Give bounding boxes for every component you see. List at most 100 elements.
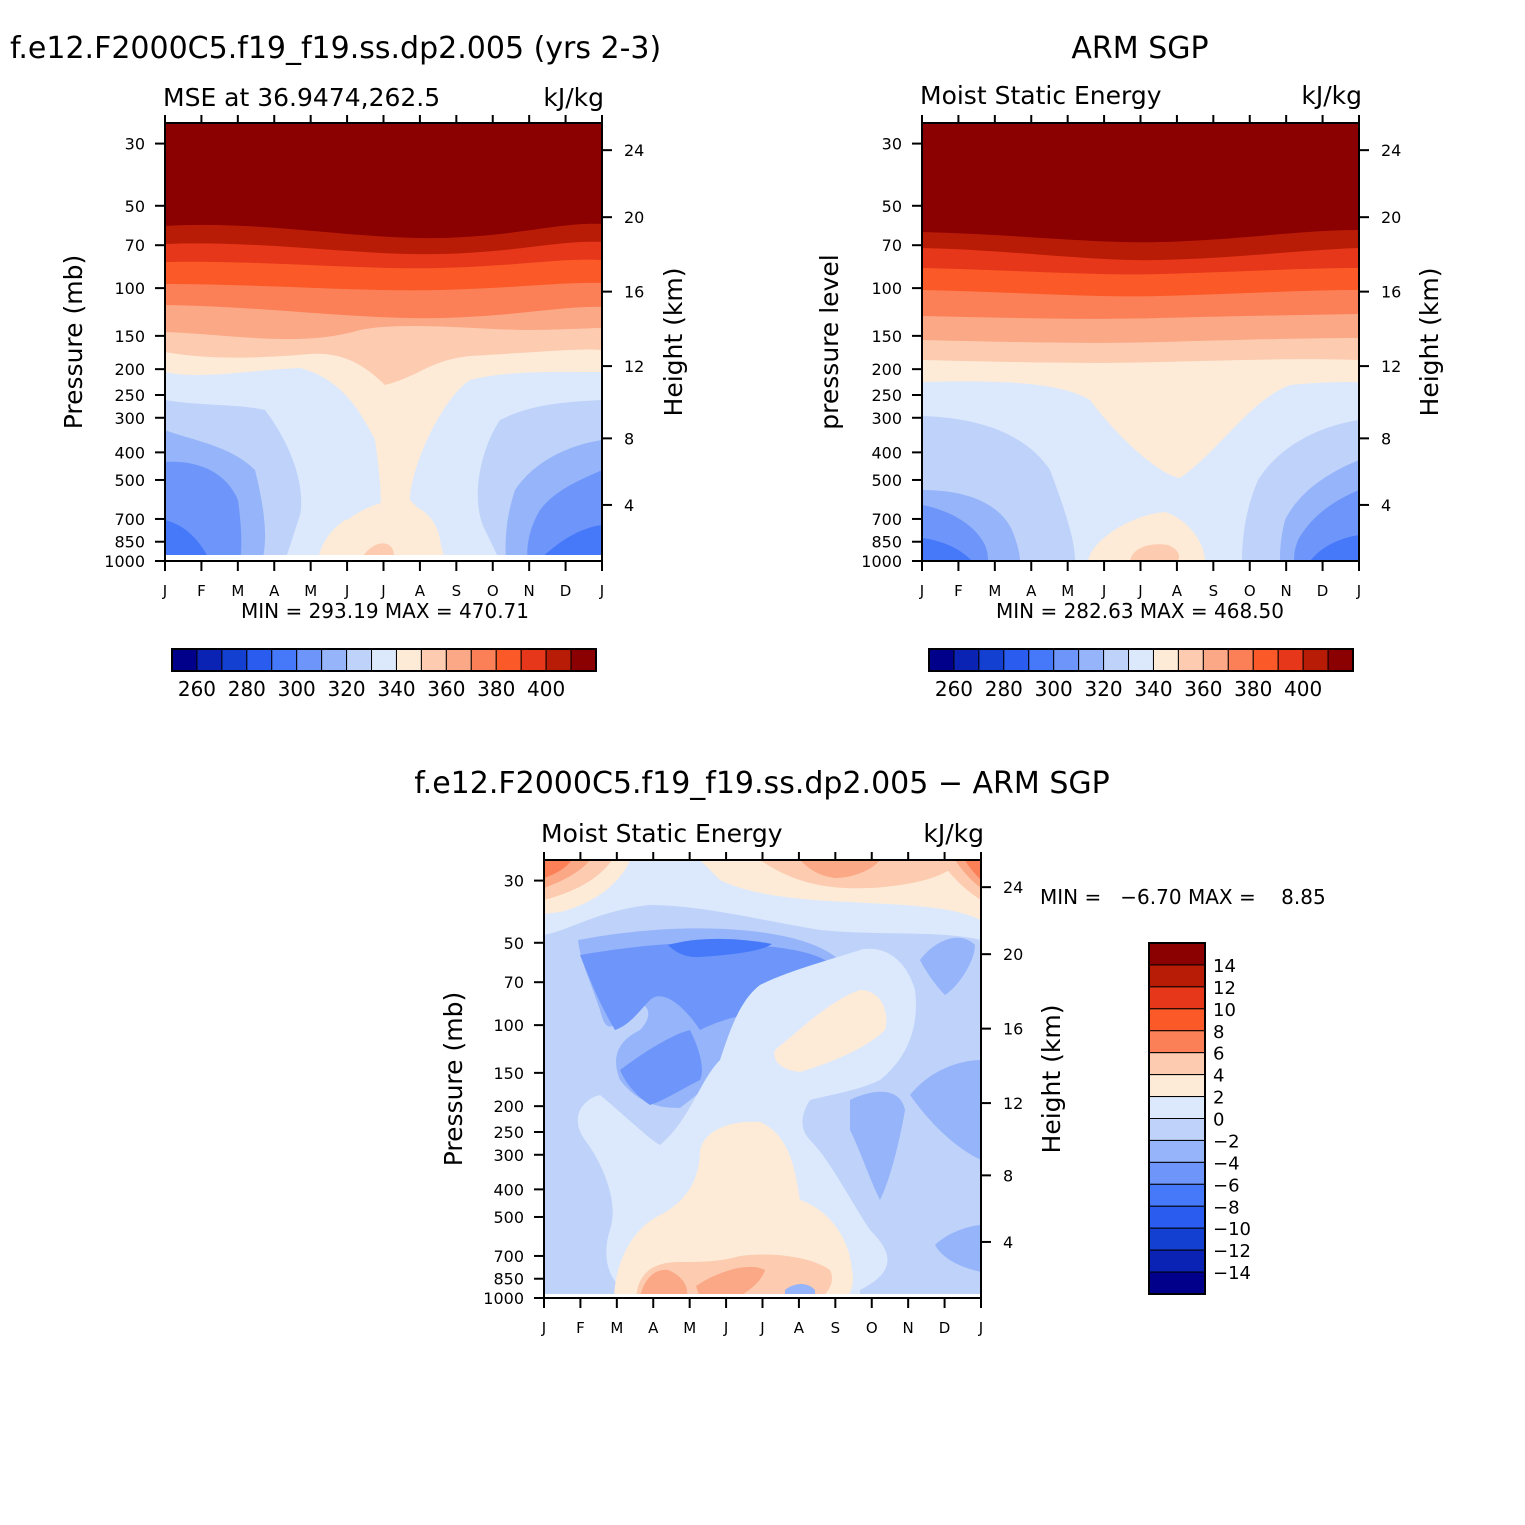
y-tick-label: 850 [114,533,145,552]
y-tick-label: 200 [114,360,145,379]
panel-model: f.e12.F2000C5.f19_f19.ss.dp2.005 (yrs 2-… [10,31,688,701]
panel-diff: f.e12.F2000C5.f19_f19.ss.dp2.005 − ARM S… [414,766,1325,1337]
x-tick-label: O [487,582,499,600]
panel-obs-ylabel: pressure level [815,254,844,429]
colorbar-swatch [322,649,347,671]
y-tick-label: 1000 [104,552,145,571]
colorbar-label: 320 [327,677,365,701]
colorbar-label: 0 [1213,1110,1224,1131]
colorbar-swatch [1104,649,1129,671]
colorbar-swatch [1029,649,1054,671]
y-right-tick-label: 24 [624,141,644,160]
colorbar-swatch [1149,987,1205,1009]
y-tick-label: 30 [882,135,902,154]
colorbar-swatch [1149,1119,1205,1141]
panel-diff-ylabel-right: Height (km) [1037,1005,1066,1154]
y-right-tick-label: 20 [624,208,644,227]
x-tick-label: D [1317,582,1329,600]
colorbar-swatch [1079,649,1104,671]
y-tick-label: 50 [882,197,902,216]
panel-model-colorbar: 260 280 300 320 340 360 380 400 [172,649,596,701]
y-right-tick-label: 8 [1381,429,1391,448]
colorbar-swatch [521,649,546,671]
x-tick-label: J [541,1319,546,1337]
colorbar-label: 280 [228,677,266,701]
panel-model-units: kJ/kg [543,83,604,112]
colorbar-swatch [1149,1031,1205,1053]
x-tick-label: J [723,1319,728,1337]
panel-diff-subtitle: Moist Static Energy [541,819,783,848]
y-right-tick-label: 16 [1003,1020,1023,1039]
colorbar-label: 10 [1213,1000,1236,1021]
x-tick-label: A [415,582,426,600]
y-tick-label: 400 [871,443,902,462]
panel-obs-stats: MIN = 282.63 MAX = 468.50 [996,599,1284,623]
colorbar-swatch [1149,1228,1205,1250]
colorbar-swatch [979,649,1004,671]
colorbar-label: 260 [935,677,973,701]
colorbar-label: 4 [1213,1066,1224,1087]
y-right-tick-label: 12 [624,357,644,376]
colorbar-swatch [1303,649,1328,671]
x-tick-label: J [1137,582,1142,600]
panel-diff-field [544,860,981,1298]
panel-model-ylabel-right: Height (km) [659,268,688,417]
x-tick-label: D [560,582,572,600]
x-tick-label: N [1281,582,1292,600]
x-tick-label: A [648,1319,659,1337]
x-tick-label: A [1026,582,1037,600]
colorbar-label: −2 [1213,1131,1240,1152]
colorbar-label: 300 [1035,677,1073,701]
colorbar-swatch [1228,649,1253,671]
colorbar-swatch [1129,649,1154,671]
y-right-tick-label: 8 [1003,1166,1013,1185]
x-tick-label: F [954,582,963,600]
y-tick-label: 850 [871,533,902,552]
x-tick-label: N [524,582,535,600]
colorbar-label: −6 [1213,1175,1240,1196]
colorbar-label: −4 [1213,1153,1240,1174]
y-right-tick-label: 12 [1003,1094,1023,1113]
colorbar-label: 300 [278,677,316,701]
colorbar-swatch [929,649,954,671]
y-right-tick-label: 4 [1381,496,1391,515]
y-tick-label: 200 [493,1097,524,1116]
panel-obs-colorbar: 260 280 300 320 340 360 380 400 [929,649,1353,701]
x-tick-label: O [866,1319,878,1337]
y-tick-label: 50 [504,934,524,953]
panel-obs-ylabel-right: Height (km) [1415,268,1444,417]
y-tick-label: 300 [114,409,145,428]
x-tick-label: J [162,582,167,600]
colorbar-swatch [421,649,446,671]
colorbar-label: 380 [1234,677,1272,701]
y-tick-label: 100 [493,1016,524,1035]
y-tick-label: 300 [493,1146,524,1165]
y-tick-label: 400 [114,443,145,462]
colorbar-label: 340 [377,677,415,701]
colorbar-swatch [1149,1140,1205,1162]
x-tick-label: S [831,1319,841,1337]
panel-model-subtitle: MSE at 36.9474,262.5 [163,83,440,112]
y-tick-label: 100 [871,279,902,298]
panel-diff-stats: MIN = −6.70 MAX = 8.85 [1040,885,1326,909]
colorbar-swatch [272,649,297,671]
colorbar-swatch [1149,1184,1205,1206]
panel-obs: ARM SGP Moist Static Energy kJ/kg JFMAM [815,31,1444,701]
colorbar-swatch [1149,1097,1205,1119]
y-tick-label: 150 [114,327,145,346]
x-tick-label: J [919,582,924,600]
x-tick-label: J [1356,582,1361,600]
y-tick-label: 700 [493,1247,524,1266]
panel-diff-colorbar: 14121086420−2−4−6−8−10−12−14 [1149,943,1251,1294]
x-tick-label: M [988,582,1001,600]
panel-diff-title: f.e12.F2000C5.f19_f19.ss.dp2.005 − ARM S… [414,766,1109,801]
panel-model-title: f.e12.F2000C5.f19_f19.ss.dp2.005 (yrs 2-… [10,31,661,66]
colorbar-swatch [954,649,979,671]
y-tick-label: 400 [493,1180,524,1199]
colorbar-label: 400 [1284,677,1322,701]
colorbar-swatch [471,649,496,671]
x-tick-label: O [1244,582,1256,600]
y-tick-label: 30 [125,135,145,154]
colorbar-label: 380 [477,677,515,701]
colorbar-swatch [172,649,197,671]
